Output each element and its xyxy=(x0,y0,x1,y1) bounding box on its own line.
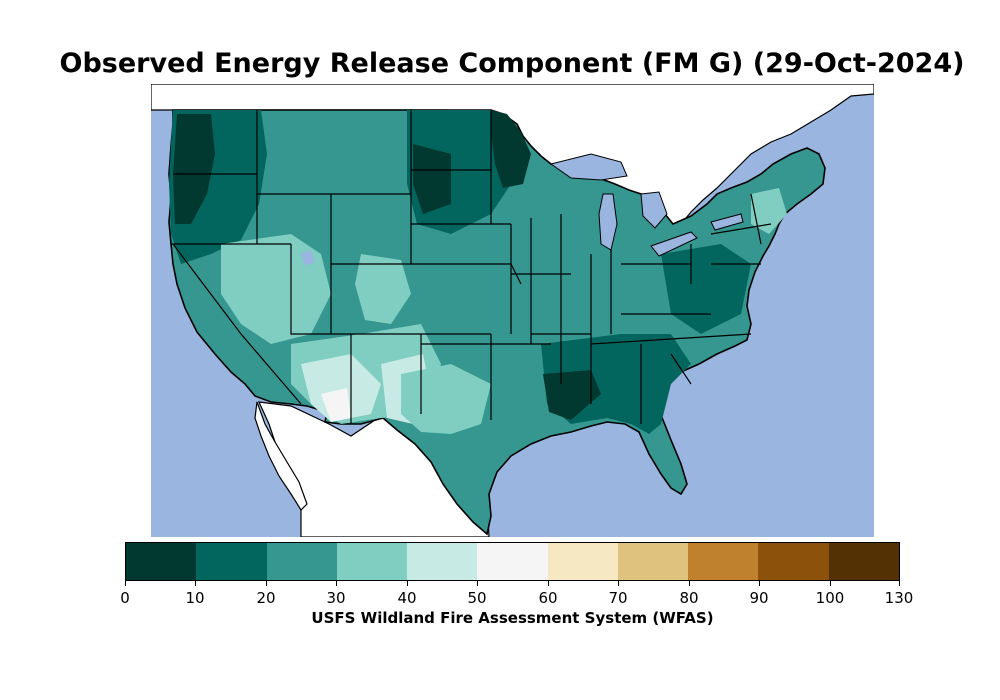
light-texas xyxy=(401,364,491,434)
darkest-washington xyxy=(173,114,215,224)
colorbar-segment xyxy=(407,543,478,580)
colorbar-tick xyxy=(477,581,478,586)
colorbar-ticks: 0 10 20 30 40 50 60 70 80 90 100 130 xyxy=(120,581,913,611)
colorbar-tick xyxy=(899,581,900,586)
light-northeast xyxy=(751,188,787,234)
colorbar-segment xyxy=(617,543,689,580)
colorbar-segment xyxy=(477,543,548,580)
colorbar-tick xyxy=(689,581,690,586)
colorbar-tick-label: 40 xyxy=(397,589,417,607)
lake-superior xyxy=(549,153,628,181)
colorbar-segment xyxy=(758,543,829,580)
colorbar-tick-label: 130 xyxy=(884,589,914,607)
colorbar-segment xyxy=(266,543,337,580)
colorbar-tick-label: 70 xyxy=(608,589,628,607)
colorbar-segment xyxy=(336,543,408,580)
colorbar xyxy=(125,542,900,581)
darkest-minnesota xyxy=(491,110,531,188)
colorbar-tick xyxy=(266,581,267,586)
colorbar-tick xyxy=(548,581,549,586)
colorbar-label: USFS Wildland Fire Assessment System (WF… xyxy=(311,609,714,627)
colorbar-segment xyxy=(547,543,618,580)
darkest-gulf xyxy=(543,370,601,420)
colorbar-tick xyxy=(125,581,126,586)
map-title: Observed Energy Release Component (FM G)… xyxy=(59,48,965,79)
colorbar-tick-label: 10 xyxy=(185,589,205,607)
great-salt-lake xyxy=(301,250,315,266)
colorbar-tick-label: 80 xyxy=(679,589,699,607)
colorbar-tick xyxy=(830,581,831,586)
colorbar-segment xyxy=(196,543,267,580)
colorbar-tick xyxy=(195,581,196,586)
colorbar-segment xyxy=(688,543,759,580)
colorbar-tick-label: 50 xyxy=(467,589,487,607)
colorbar-tick xyxy=(407,581,408,586)
colorbar-tick-label: 100 xyxy=(815,589,845,607)
colorbar-tick xyxy=(759,581,760,586)
baja-land xyxy=(254,401,308,511)
colorbar-tick xyxy=(336,581,337,586)
lighter-arizona xyxy=(301,354,381,422)
darkest-dakota xyxy=(413,144,451,214)
colorbar-tick xyxy=(618,581,619,586)
colorbar-tick-label: 0 xyxy=(120,589,130,607)
colorbar-segment xyxy=(126,543,197,580)
light-colorado xyxy=(355,254,411,324)
colorbar-tick-label: 20 xyxy=(256,589,276,607)
map-area xyxy=(151,84,874,537)
colorbar-segment xyxy=(828,543,899,580)
lake-erie xyxy=(650,231,698,257)
colorbar-tick-label: 60 xyxy=(538,589,558,607)
dark-appalachia xyxy=(661,244,751,334)
colorbar-tick-label: 30 xyxy=(326,589,346,607)
lake-huron xyxy=(640,191,668,229)
white-arizona xyxy=(321,388,351,422)
colorbar-tick-label: 90 xyxy=(749,589,769,607)
state-borders xyxy=(171,110,772,424)
lake-ontario xyxy=(710,213,744,231)
